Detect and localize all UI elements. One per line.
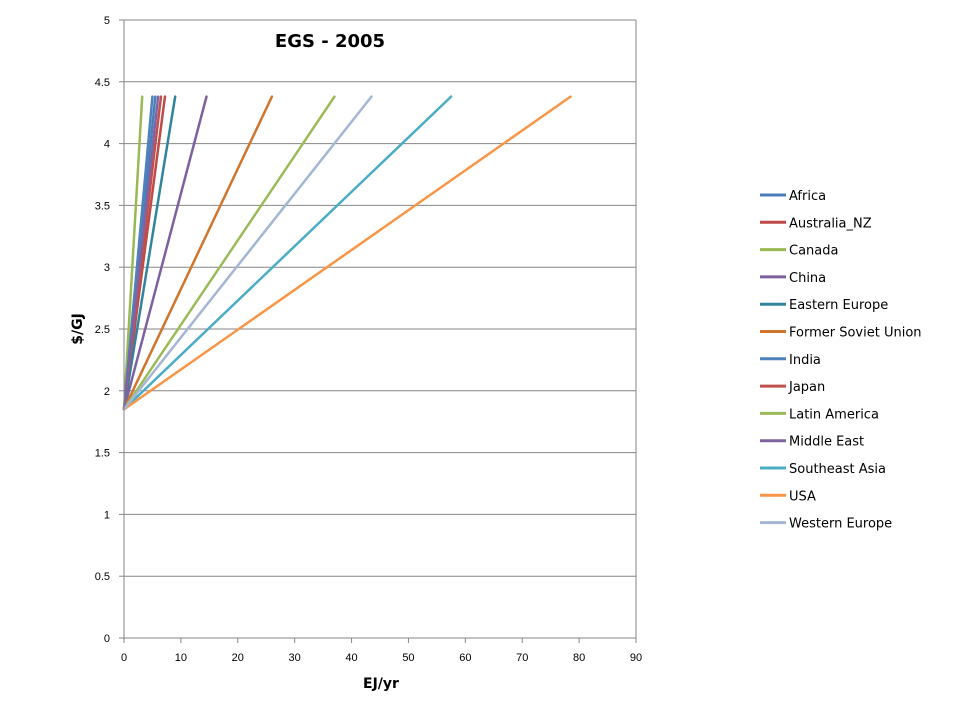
legend-label-australia-nz: Australia_NZ: [789, 216, 872, 231]
series-line-southeast-asia: [122, 95, 453, 411]
y-axis-title: $/GJ: [70, 313, 86, 345]
chart-title: EGS - 2005: [275, 31, 385, 52]
legend-label-middle-east: Middle East: [789, 435, 864, 450]
legend-label-africa: Africa: [789, 189, 826, 204]
legend: Africa Australia_NZ Canada China Eastern Eur…: [760, 189, 922, 532]
x-tick-label: 90: [630, 652, 642, 664]
legend-label-usa: USA: [789, 489, 816, 504]
y-tick-label: 0.5: [95, 571, 110, 583]
y-tick-label: 0: [104, 633, 110, 645]
legend-label-eastern-europe: Eastern Europe: [789, 298, 888, 313]
x-tick-label: 0: [121, 652, 127, 664]
y-tick-labels: 0 0.5 1 1.5 2 2.5 3 3.5 4 4.5 5: [95, 15, 110, 645]
y-tick-label: 1: [104, 509, 110, 521]
y-tick-label: 5: [104, 15, 110, 27]
legend-label-china: China: [789, 271, 826, 286]
x-axis-title: EJ/yr: [363, 676, 399, 692]
x-tick-label: 50: [402, 652, 414, 664]
series-line-western-europe: [122, 95, 373, 411]
x-tick-label: 70: [516, 652, 528, 664]
y-tick-label: 3: [104, 262, 110, 274]
series-line-latin-america: [122, 95, 336, 411]
x-tick-labels: 0 10 20 30 40 50 60 70 80 90: [121, 652, 642, 664]
legend-label-western-europe: Western Europe: [789, 517, 892, 532]
x-tick-label: 20: [232, 652, 244, 664]
series-lines: [122, 95, 572, 411]
legend-label-southeast-asia: Southeast Asia: [789, 462, 886, 477]
y-tick-label: 3.5: [95, 200, 110, 212]
x-tick-label: 40: [345, 652, 357, 664]
series-line-former-soviet-union: [122, 95, 274, 411]
x-tick-label: 60: [459, 652, 471, 664]
x-tick-label: 10: [175, 652, 187, 664]
legend-label-latin-america: Latin America: [789, 407, 879, 422]
x-tick-label: 30: [289, 652, 301, 664]
gridlines: [124, 19, 636, 577]
y-tick-label: 4.5: [95, 77, 110, 89]
y-tick-label: 2: [104, 386, 110, 398]
series-line-middle-east: [122, 95, 160, 411]
x-tick-label: 80: [573, 652, 585, 664]
legend-label-india: India: [789, 353, 821, 368]
legend-label-japan: Japan: [788, 380, 825, 395]
legend-label-canada: Canada: [789, 244, 838, 259]
series-line-china: [122, 95, 208, 411]
series-line-usa: [122, 95, 572, 411]
axes: [119, 19, 637, 643]
legend-label-former-soviet-union: Former Soviet Union: [789, 326, 922, 341]
y-tick-label: 1.5: [95, 448, 110, 460]
series-line-eastern-europe: [122, 95, 177, 411]
y-tick-label: 2.5: [95, 324, 110, 336]
y-tick-label: 4: [104, 139, 110, 151]
series-line-canada: [122, 95, 144, 411]
